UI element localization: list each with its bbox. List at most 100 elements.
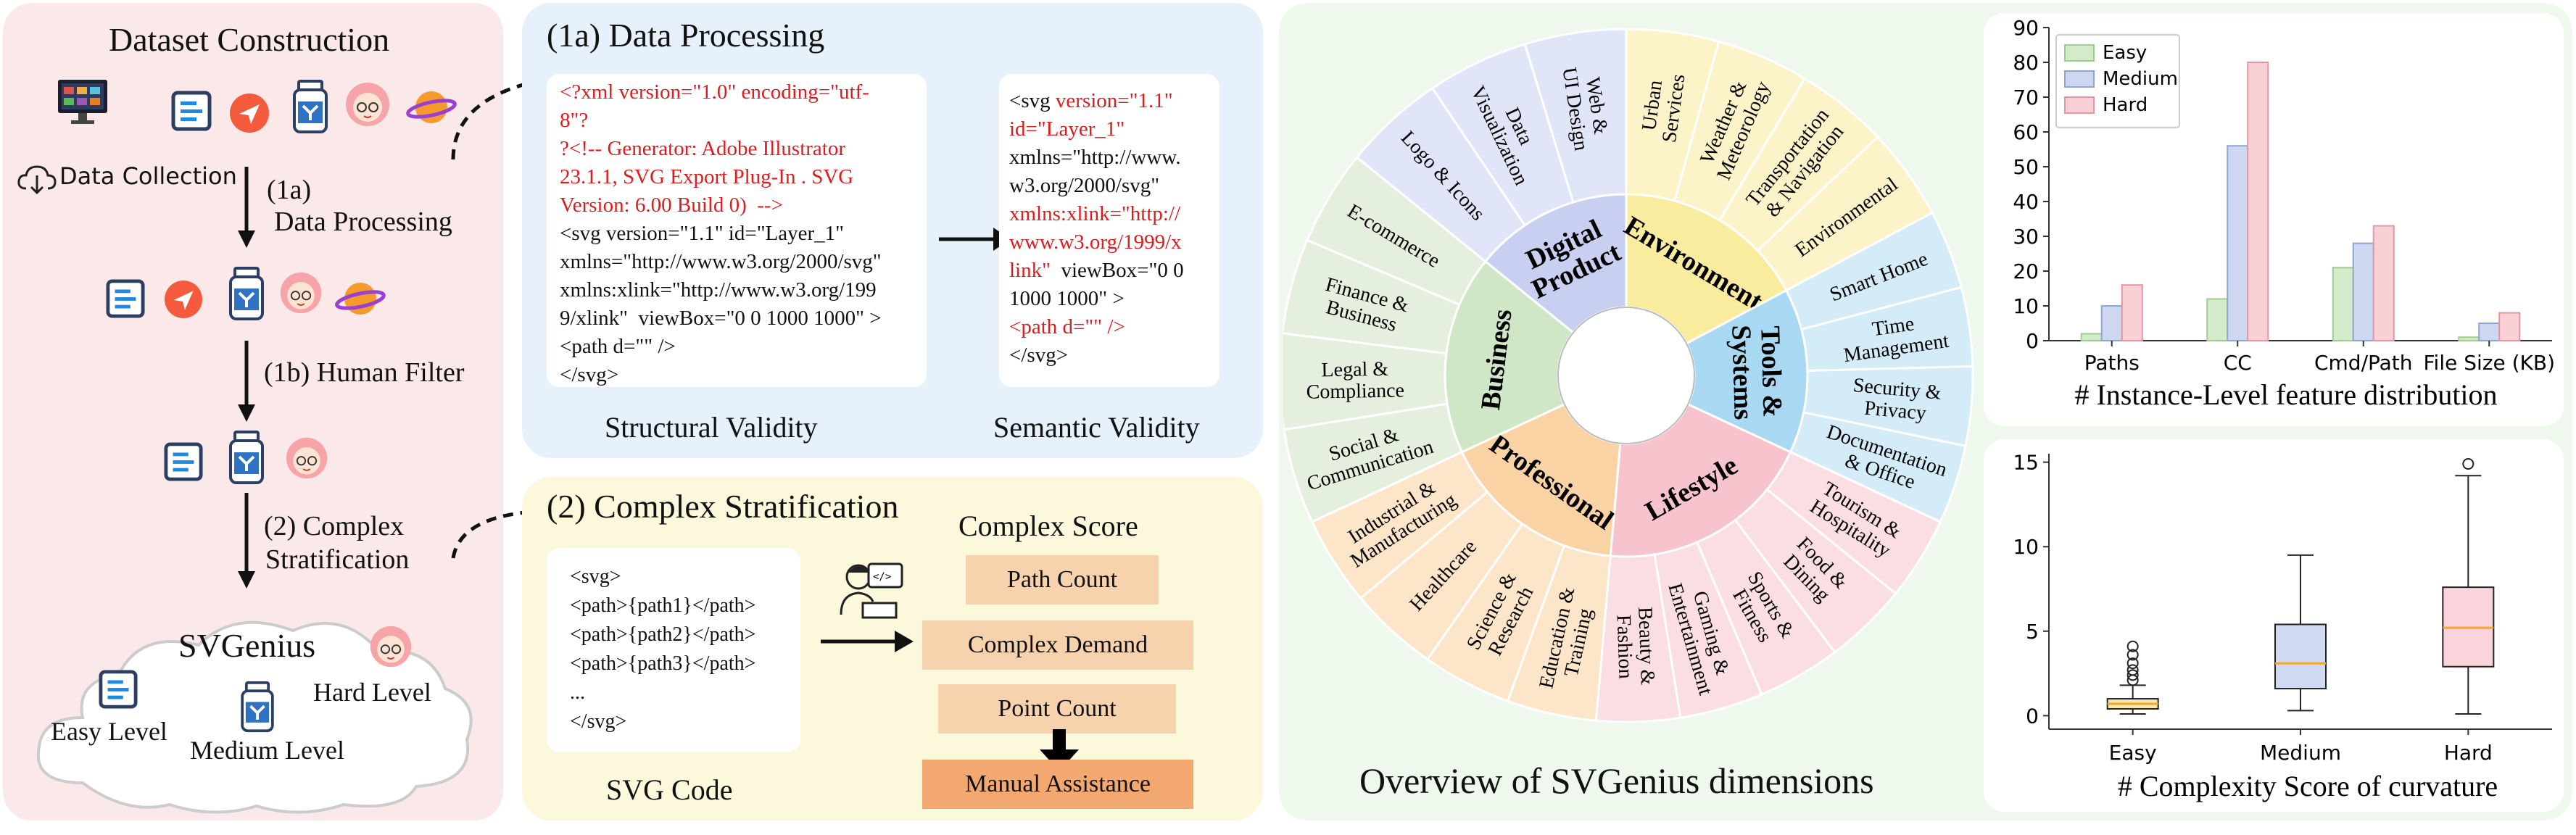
data-collection-label: Data Collection bbox=[59, 162, 237, 190]
code-line: link" viewBox="0 0 bbox=[1009, 259, 1184, 282]
code-line: <path>{path1}</path> bbox=[570, 594, 756, 617]
y-tick-label: 10 bbox=[2013, 294, 2039, 318]
bottle-icon bbox=[228, 431, 265, 489]
step-1a-text: Data Processing bbox=[274, 207, 452, 237]
stratification-title: (2) Complex Stratification bbox=[547, 488, 899, 525]
step-2-label: (2) Complex bbox=[264, 511, 405, 541]
code-line: www.w3.org/1999/x bbox=[1009, 230, 1182, 254]
legend-swatch bbox=[2064, 96, 2095, 114]
code-line: Version: 6.00 Build 0) --> bbox=[560, 194, 783, 217]
code-line: <?xml version="1.0" encoding="utf- bbox=[560, 80, 869, 104]
subcategory-label: Legal &Compliance bbox=[1306, 357, 1404, 403]
code-line: id="Layer_1" bbox=[1009, 117, 1125, 141]
svg-code-caption: SVG Code bbox=[606, 773, 733, 806]
y-tick-label: 40 bbox=[2013, 190, 2039, 214]
code-line: <path>{path2}</path> bbox=[570, 623, 756, 646]
easy-level-label: Easy Level bbox=[51, 717, 167, 746]
outlier-point bbox=[2126, 649, 2139, 661]
outlier-point bbox=[2126, 657, 2139, 670]
code-line: </svg> bbox=[1009, 344, 1069, 367]
bar-medium bbox=[2227, 145, 2249, 341]
bar-easy bbox=[2080, 333, 2103, 341]
svg-code-block: <svg> <path>{path1}</path> <path>{path2}</… bbox=[570, 562, 802, 736]
code-line: <path>{path3}</path> bbox=[570, 652, 756, 675]
code-line: 9/xlink" viewBox="0 0 1000 1000" > bbox=[560, 307, 882, 330]
y-tick-label: 15 bbox=[2013, 451, 2039, 475]
outlier-point bbox=[2126, 640, 2139, 652]
code-line: xmlns:xlink="http://www.w3.org/199 bbox=[560, 278, 877, 302]
navigation-icon bbox=[229, 93, 270, 137]
step-1a-label: (1a) bbox=[267, 175, 312, 205]
svg-code-card bbox=[547, 548, 800, 752]
code-line: w3.org/2000/svg" bbox=[1009, 174, 1160, 197]
code-line: <svg version="1.1" id="Layer_1" bbox=[560, 222, 844, 245]
category-label: Tools &Systems bbox=[1726, 324, 1787, 420]
cloud-download-icon bbox=[16, 161, 58, 199]
x-tick-label: CC bbox=[2224, 351, 2252, 375]
path-count-box: Path Count bbox=[966, 555, 1159, 605]
y-tick-label: 90 bbox=[2013, 16, 2039, 40]
outlier-point bbox=[2126, 669, 2139, 681]
avatar-girl-icon bbox=[284, 433, 329, 486]
legend-swatch bbox=[2064, 70, 2095, 88]
bottle-icon bbox=[239, 681, 276, 737]
cloud-title: SVGenius bbox=[178, 627, 316, 664]
hard-level-label: Hard Level bbox=[313, 678, 431, 707]
semantic-code-card bbox=[999, 74, 1219, 387]
code-line: <svg> bbox=[570, 565, 621, 588]
subcategory-sector bbox=[1283, 332, 1449, 431]
y-tick-label: 10 bbox=[2013, 535, 2039, 559]
chart-title: # Instance-Level feature distribution bbox=[2074, 378, 2497, 411]
y-tick-label: 0 bbox=[2026, 704, 2039, 728]
bar-medium bbox=[2352, 242, 2374, 341]
subcategory-sector bbox=[1306, 156, 1487, 307]
document-icon bbox=[164, 442, 203, 485]
code-line: <path d="" /> bbox=[1009, 315, 1125, 338]
y-tick-label: 20 bbox=[2013, 259, 2039, 283]
manual-assistance-box: Manual Assistance bbox=[922, 760, 1193, 809]
x-tick-label: File Size (KB) bbox=[2423, 351, 2555, 375]
bar-medium bbox=[2478, 323, 2501, 341]
avatar-girl-icon bbox=[344, 78, 392, 134]
x-tick-label: Cmd/Path bbox=[2314, 351, 2413, 375]
bar-hard bbox=[2372, 225, 2395, 341]
outlier-point bbox=[2462, 457, 2474, 470]
outlier-point bbox=[2126, 664, 2139, 676]
legend-label: Medium bbox=[2103, 68, 2178, 90]
bar-hard bbox=[2121, 284, 2143, 342]
avatar-girl-icon bbox=[278, 268, 323, 321]
curvature-complexity-box-plot: 0 5 10 15 Easy Medium Hard # Complexity Score o… bbox=[2013, 451, 2552, 802]
code-line: </svg> bbox=[570, 710, 627, 733]
x-tick-label: Medium bbox=[2260, 741, 2341, 765]
y-tick-label: 70 bbox=[2013, 86, 2039, 109]
y-tick-label: 60 bbox=[2013, 120, 2039, 144]
x-tick-label: Hard bbox=[2444, 741, 2493, 765]
step-2-text: Stratification bbox=[265, 544, 410, 575]
document-icon bbox=[171, 91, 212, 135]
bar-medium bbox=[2100, 305, 2123, 341]
y-tick-label: 50 bbox=[2013, 155, 2039, 179]
code-line: ... bbox=[570, 681, 585, 704]
x-tick-label: Paths bbox=[2084, 351, 2140, 375]
wheel-caption: Overview of SVGenius dimensions bbox=[1359, 760, 1874, 801]
semantic-code-block: <svg version="1.1" id="Layer_1" xmlns="htt… bbox=[1009, 87, 1227, 370]
stratification-arrow bbox=[821, 631, 914, 652]
x-tick-label: Easy bbox=[2109, 741, 2157, 765]
bar-hard bbox=[2498, 312, 2521, 342]
avatar-girl-icon bbox=[368, 622, 413, 675]
monitor-icon bbox=[57, 78, 109, 130]
structural-code-block: <?xml version="1.0" encoding="utf- 8"? ?<!… bbox=[560, 78, 937, 389]
subcategory-label: Beauty &Fashion bbox=[1612, 607, 1659, 686]
bar-easy bbox=[2458, 336, 2480, 342]
medium-level-label: Medium Level bbox=[190, 736, 344, 765]
code-line: 8"? bbox=[560, 109, 589, 132]
bottle-icon bbox=[291, 80, 329, 138]
y-tick-label: 30 bbox=[2013, 225, 2039, 249]
user-laptop-icon: </> bbox=[834, 557, 906, 627]
y-tick-label: 5 bbox=[2026, 620, 2039, 644]
bottle-icon bbox=[228, 267, 265, 325]
chart-title: # Complexity Score of curvature bbox=[2118, 770, 2498, 802]
semantic-caption: Semantic Validity bbox=[993, 411, 1200, 444]
code-line: <path d="" /> bbox=[560, 335, 676, 358]
